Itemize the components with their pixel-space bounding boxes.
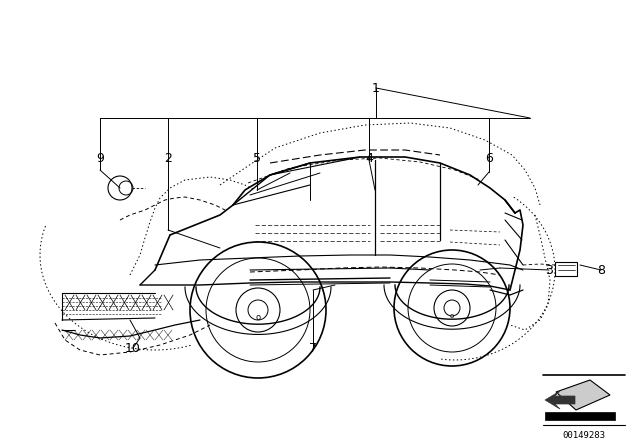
- Text: 00149283: 00149283: [563, 431, 605, 439]
- Bar: [545, 412, 615, 420]
- Text: 1: 1: [372, 82, 380, 95]
- Text: o: o: [450, 313, 454, 319]
- Text: 9: 9: [96, 151, 104, 164]
- Text: 2: 2: [164, 151, 172, 164]
- Text: o: o: [255, 314, 260, 323]
- Text: 4: 4: [365, 151, 373, 164]
- Text: 7: 7: [309, 341, 317, 354]
- Text: 3: 3: [545, 263, 553, 276]
- Polygon shape: [545, 391, 575, 409]
- Text: 8: 8: [597, 263, 605, 276]
- Text: 6: 6: [485, 151, 493, 164]
- Text: 5: 5: [253, 151, 261, 164]
- Bar: [555, 262, 577, 276]
- Text: 10: 10: [125, 341, 141, 354]
- Polygon shape: [556, 380, 610, 410]
